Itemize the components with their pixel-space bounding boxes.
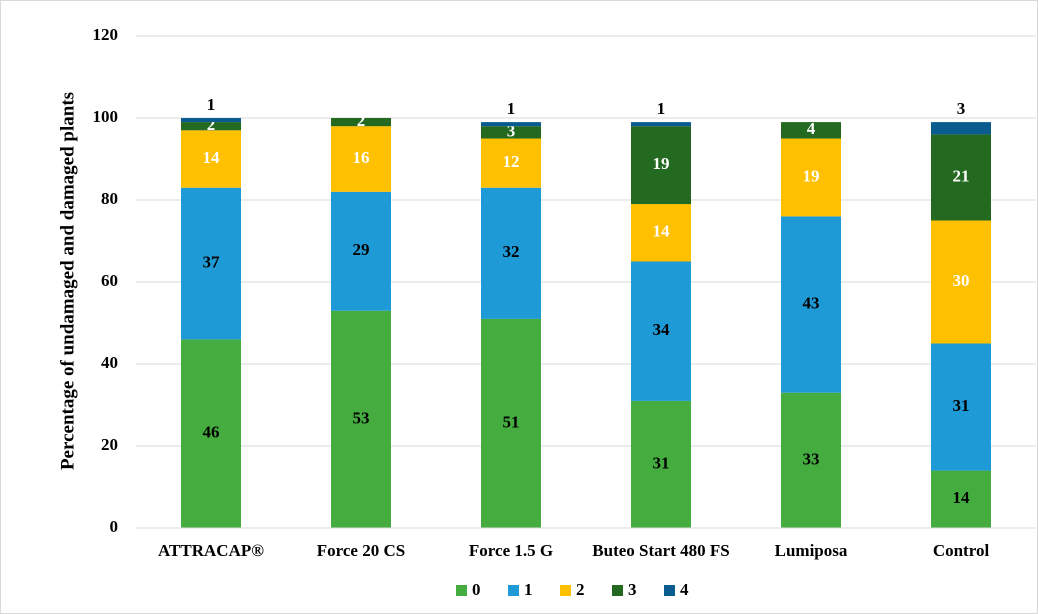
bar-segment	[481, 138, 541, 188]
bar-segment	[931, 470, 991, 528]
bar-segment	[631, 126, 691, 205]
data-label: 1	[207, 95, 216, 114]
data-label: 3	[507, 121, 516, 140]
data-label: 19	[653, 154, 670, 173]
bar-segment	[931, 122, 991, 135]
legend-swatch	[508, 585, 519, 596]
legend-label: 3	[628, 580, 637, 599]
y-axis-label: Percentage of undamaged and damaged plan…	[57, 92, 78, 470]
data-label: 31	[653, 453, 670, 472]
bar-segment	[931, 134, 991, 221]
legend-label: 0	[472, 580, 481, 599]
legend-label: 2	[576, 580, 585, 599]
data-label: 14	[203, 148, 221, 167]
bar-segment	[331, 191, 391, 311]
y-tick-label: 0	[110, 517, 119, 536]
legend-label: 4	[680, 580, 689, 599]
data-label: 53	[353, 408, 370, 427]
data-label: 1	[657, 99, 666, 118]
data-label: 30	[953, 271, 970, 290]
data-label: 51	[503, 412, 520, 431]
bar-segment	[181, 118, 241, 123]
bar-segment	[331, 310, 391, 528]
y-tick-label: 60	[101, 271, 118, 290]
bar-segment	[181, 130, 241, 188]
bar-segment	[631, 261, 691, 401]
data-label: 21	[953, 166, 970, 185]
bar-segment	[331, 126, 391, 192]
bar-segment	[781, 122, 841, 139]
x-tick-label: ATTRACAP®	[158, 541, 264, 560]
bar-segment	[781, 392, 841, 528]
data-label: 12	[503, 152, 520, 171]
bar-segment	[331, 118, 391, 127]
bar-segment	[181, 187, 241, 340]
legend-swatch	[664, 585, 675, 596]
y-tick-label: 20	[101, 435, 118, 454]
data-label: 3	[957, 99, 966, 118]
bar-segment	[631, 122, 691, 127]
data-label: 31	[953, 396, 970, 415]
data-label: 43	[803, 293, 820, 312]
bar-segment	[181, 339, 241, 528]
x-tick-label: Buteo Start 480 FS	[592, 541, 729, 560]
data-label: 4	[807, 119, 816, 138]
y-tick-label: 40	[101, 353, 118, 372]
data-label: 2	[357, 111, 366, 130]
bar-segment	[481, 122, 541, 127]
bar-segment	[481, 318, 541, 528]
data-label: 16	[353, 148, 370, 167]
y-tick-label: 100	[93, 107, 119, 126]
bar-segment	[781, 138, 841, 217]
x-tick-label: Control	[933, 541, 990, 560]
bar-segment	[631, 204, 691, 262]
data-label: 33	[803, 449, 820, 468]
bar-segment	[931, 343, 991, 471]
data-label: 19	[803, 166, 820, 185]
data-label: 46	[203, 423, 220, 442]
data-label: 2	[207, 115, 216, 134]
data-label: 34	[653, 320, 671, 339]
data-label: 14	[653, 222, 671, 241]
y-tick-label: 80	[101, 189, 118, 208]
x-tick-label: Lumiposa	[775, 541, 848, 560]
bar-segment	[631, 400, 691, 528]
y-tick-label: 120	[93, 25, 119, 44]
bar-segment	[481, 126, 541, 139]
data-label: 29	[353, 240, 370, 259]
bar-segment	[781, 216, 841, 393]
data-label: 1	[507, 99, 516, 118]
data-label: 32	[503, 242, 520, 261]
x-tick-label: Force 1.5 G	[469, 541, 553, 560]
data-label: 14	[953, 488, 971, 507]
legend-label: 1	[524, 580, 533, 599]
bar-segment	[181, 122, 241, 131]
data-label: 37	[203, 252, 221, 271]
legend-swatch	[612, 585, 623, 596]
legend-swatch	[456, 585, 467, 596]
bar-segment	[481, 187, 541, 319]
bar-segment	[931, 220, 991, 344]
x-tick-label: Force 20 CS	[317, 541, 405, 560]
legend-swatch	[560, 585, 571, 596]
